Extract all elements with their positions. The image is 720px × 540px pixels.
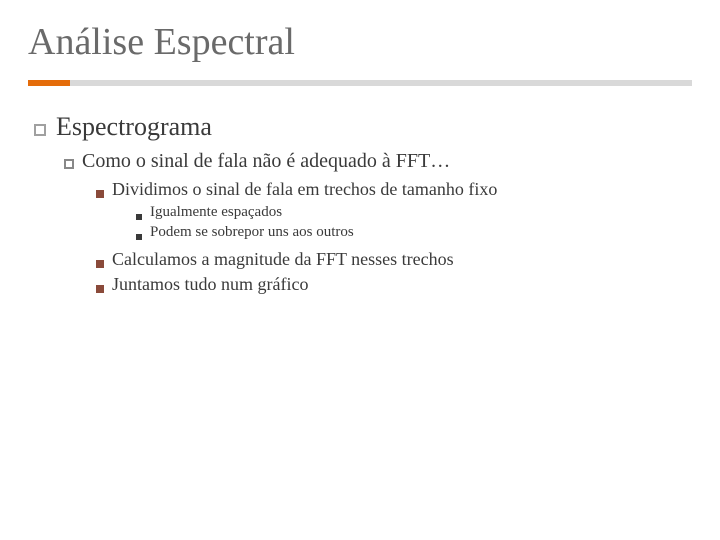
accent-bar [28,80,692,86]
level3-text: Calculamos a magnitude da FFT nesses tre… [112,249,454,270]
square-small-icon [136,234,142,240]
bullet-level1: Espectrograma [34,112,692,142]
level2-text: Como o sinal de fala não é adequado à FF… [82,150,450,173]
level1-text: Espectrograma [56,112,212,142]
level4-text: Igualmente espaçados [150,204,282,221]
slide-title: Análise Espectral [28,20,692,64]
square-hollow-icon [64,159,74,169]
square-filled-icon [96,190,104,198]
square-filled-icon [96,285,104,293]
bullet-level2: Como o sinal de fala não é adequado à FF… [64,150,692,173]
bullet-level3: Juntamos tudo num gráfico [96,274,692,295]
level3-text: Dividimos o sinal de fala em trechos de … [112,179,497,200]
bullet-level4: Igualmente espaçados [136,204,692,221]
slide: Análise Espectral Espectrograma Como o s… [0,0,720,540]
bullet-level3: Calculamos a magnitude da FFT nesses tre… [96,249,692,270]
square-filled-icon [96,260,104,268]
square-open-icon [34,124,46,136]
square-small-icon [136,214,142,220]
bullet-level3: Dividimos o sinal de fala em trechos de … [96,179,692,200]
bullet-level4: Podem se sobrepor uns aos outros [136,224,692,241]
level4-text: Podem se sobrepor uns aos outros [150,224,354,241]
level3-text: Juntamos tudo num gráfico [112,274,308,295]
